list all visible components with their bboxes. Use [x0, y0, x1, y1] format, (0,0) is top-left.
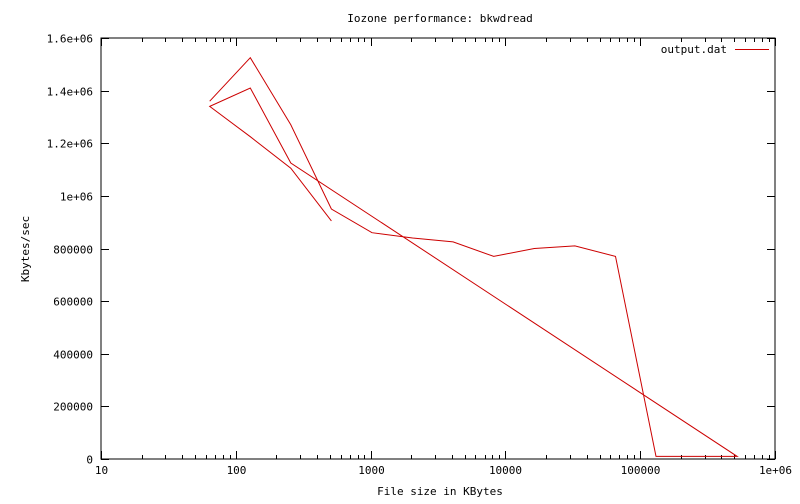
- x-tick-label: 10: [95, 464, 108, 477]
- y-tick-label: 0: [86, 454, 93, 467]
- x-tick-label: 1e+06: [759, 464, 792, 477]
- x-axis-label: File size in KBytes: [377, 485, 503, 498]
- y-axis-label: Kbytes/sec: [19, 216, 32, 282]
- x-tick-label: 100: [227, 464, 247, 477]
- legend-label: output.dat: [661, 43, 727, 56]
- x-tick-label: 10000: [489, 464, 522, 477]
- y-tick-label: 600000: [53, 296, 93, 309]
- series-layer: [208, 56, 739, 457]
- series-line-0: [208, 56, 739, 457]
- chart-title: Iozone performance: bkwdread: [347, 12, 532, 25]
- plot-frame: [100, 37, 776, 460]
- y-tick-label: 400000: [53, 349, 93, 362]
- y-tick-label: 800000: [53, 244, 93, 257]
- x-tick-label: 1000: [358, 464, 385, 477]
- y-tick-label: 1.2e+06: [47, 138, 93, 151]
- x-tick-label: 100000: [621, 464, 661, 477]
- y-tick-label: 200000: [53, 401, 93, 414]
- y-tick-label: 1.4e+06: [47, 86, 93, 99]
- axes: 0 200000 400000 600000 800000 1e+06 1.2e+06 1.4…: [47, 33, 792, 478]
- y-tick-label: 1.6e+06: [47, 33, 93, 46]
- legend: output.dat: [661, 43, 769, 56]
- y-tick-label: 1e+06: [60, 191, 93, 204]
